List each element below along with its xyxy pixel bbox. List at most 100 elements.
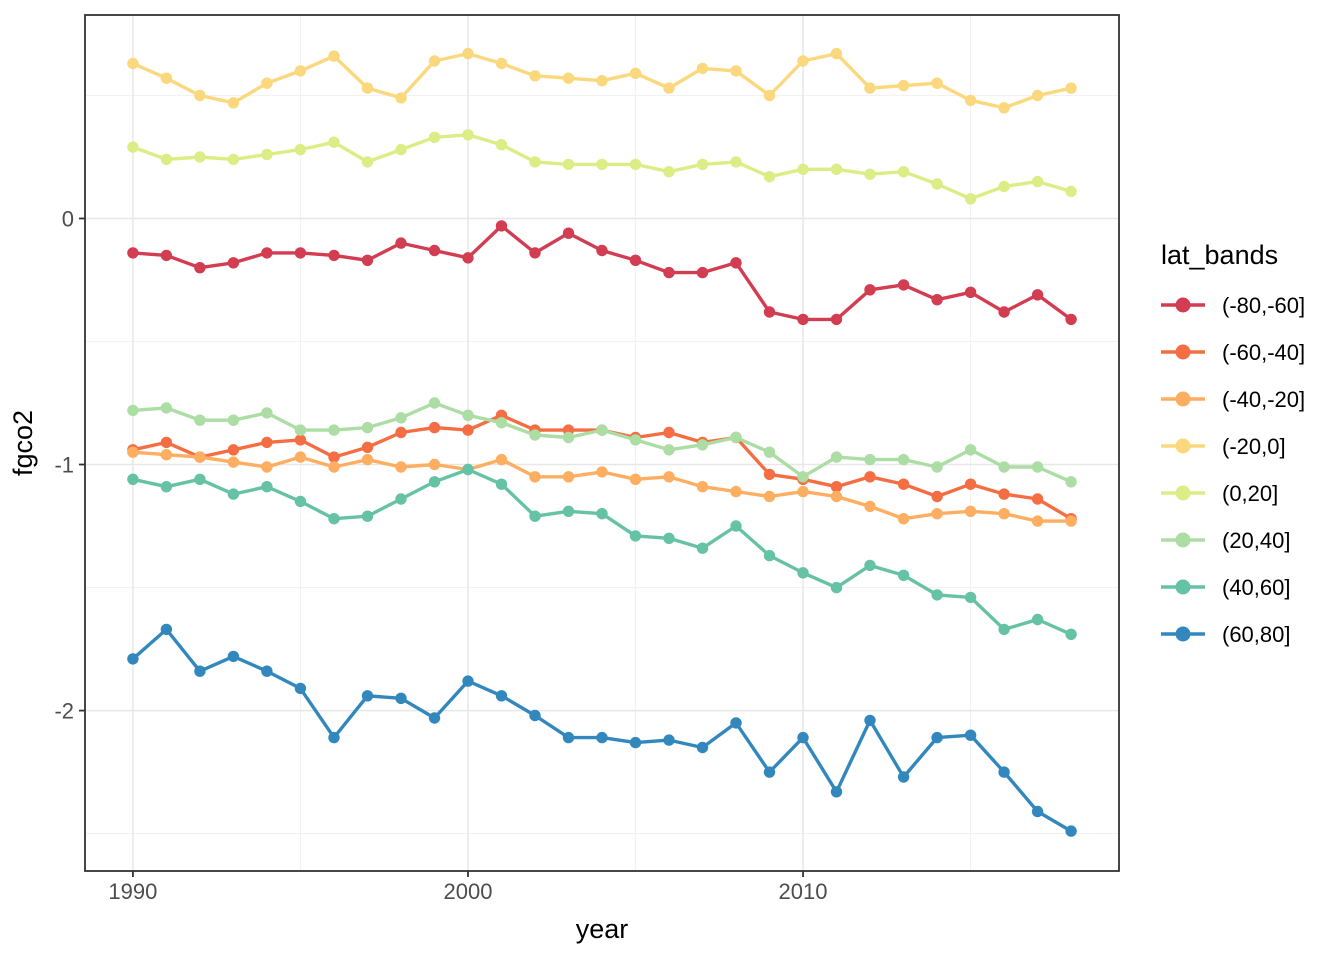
data-point — [361, 254, 374, 266]
legend-title: lat_bands — [1161, 240, 1278, 270]
data-point — [931, 77, 943, 89]
data-point — [629, 473, 642, 485]
series-group — [127, 397, 1077, 488]
data-point — [462, 47, 474, 60]
data-point — [127, 653, 139, 665]
data-point — [663, 734, 675, 746]
data-point — [730, 431, 742, 444]
data-point — [964, 444, 977, 456]
data-point — [294, 143, 307, 156]
legend-item: (20,40] — [1161, 528, 1291, 553]
data-point — [931, 490, 943, 503]
data-point — [730, 156, 742, 168]
data-point — [261, 77, 273, 89]
legend-key-point — [1175, 532, 1191, 548]
data-point — [1031, 175, 1044, 188]
data-point — [1065, 515, 1077, 527]
data-point — [998, 488, 1010, 500]
data-point — [462, 129, 474, 141]
data-point — [830, 481, 843, 493]
data-point — [294, 65, 307, 77]
data-point — [931, 178, 943, 190]
data-point — [696, 62, 709, 75]
series-group — [127, 463, 1077, 640]
data-point — [261, 481, 273, 493]
data-point — [428, 244, 441, 257]
data-point — [897, 569, 910, 581]
data-point — [797, 55, 809, 67]
data-point — [328, 249, 340, 262]
series-group — [127, 129, 1077, 205]
data-point — [763, 490, 776, 503]
x-tick-label: 1990 — [108, 879, 157, 904]
panel-border — [84, 14, 1120, 872]
data-point — [328, 731, 340, 744]
data-point — [127, 57, 139, 70]
data-point — [931, 294, 943, 306]
data-point — [160, 623, 173, 636]
data-point — [127, 404, 139, 417]
data-point — [964, 94, 977, 107]
data-point — [897, 279, 910, 291]
data-point — [395, 426, 407, 439]
data-point — [596, 158, 608, 171]
legend: lat_bands (-80,-60] (-60,-40] (-40,-20] (-2… — [1161, 240, 1305, 647]
data-point — [730, 520, 742, 532]
data-point — [495, 220, 508, 232]
data-point — [261, 407, 273, 419]
data-point — [797, 313, 809, 326]
data-point — [596, 75, 608, 87]
legend-item-label: (-80,-60] — [1222, 293, 1305, 318]
y-tick-label: 0 — [62, 206, 74, 231]
data-point — [964, 478, 977, 490]
data-point — [194, 414, 206, 426]
data-point — [964, 591, 977, 604]
legend-item-label: (-20,0] — [1222, 434, 1286, 459]
series-group — [127, 446, 1077, 527]
data-point — [763, 171, 776, 183]
data-point — [160, 153, 173, 166]
data-point — [160, 402, 173, 414]
data-point — [596, 424, 608, 436]
data-point — [194, 262, 206, 274]
data-point — [596, 508, 608, 520]
data-point — [1031, 613, 1044, 626]
data-point — [361, 82, 374, 94]
data-point — [730, 485, 742, 498]
data-point — [830, 163, 843, 175]
data-point — [462, 424, 474, 436]
data-point — [194, 151, 206, 163]
data-point — [160, 72, 173, 84]
data-point — [1065, 476, 1077, 488]
series-point-group — [127, 623, 1077, 837]
data-point — [897, 79, 910, 92]
data-point — [1031, 289, 1044, 301]
data-point — [529, 247, 541, 259]
data-point — [663, 266, 675, 279]
data-point — [328, 50, 340, 62]
legend-key-point — [1175, 391, 1191, 407]
data-point — [328, 461, 340, 473]
data-point — [562, 227, 575, 239]
data-point — [127, 446, 139, 458]
data-point — [562, 731, 575, 744]
data-point — [529, 70, 541, 82]
data-point — [964, 505, 977, 517]
data-point — [395, 412, 407, 424]
legend-item: (0,20] — [1161, 481, 1278, 506]
data-point — [1031, 461, 1044, 473]
data-point — [830, 581, 843, 594]
data-point — [897, 513, 910, 525]
data-point — [998, 461, 1010, 473]
series-point-group — [127, 129, 1077, 205]
data-point — [998, 508, 1010, 520]
data-point — [395, 237, 407, 249]
data-point — [897, 478, 910, 490]
data-point — [395, 92, 407, 104]
legend-item: (-80,-60] — [1161, 293, 1305, 318]
data-point — [897, 453, 910, 466]
legend-key-point — [1175, 579, 1191, 595]
series-lines — [127, 47, 1077, 837]
